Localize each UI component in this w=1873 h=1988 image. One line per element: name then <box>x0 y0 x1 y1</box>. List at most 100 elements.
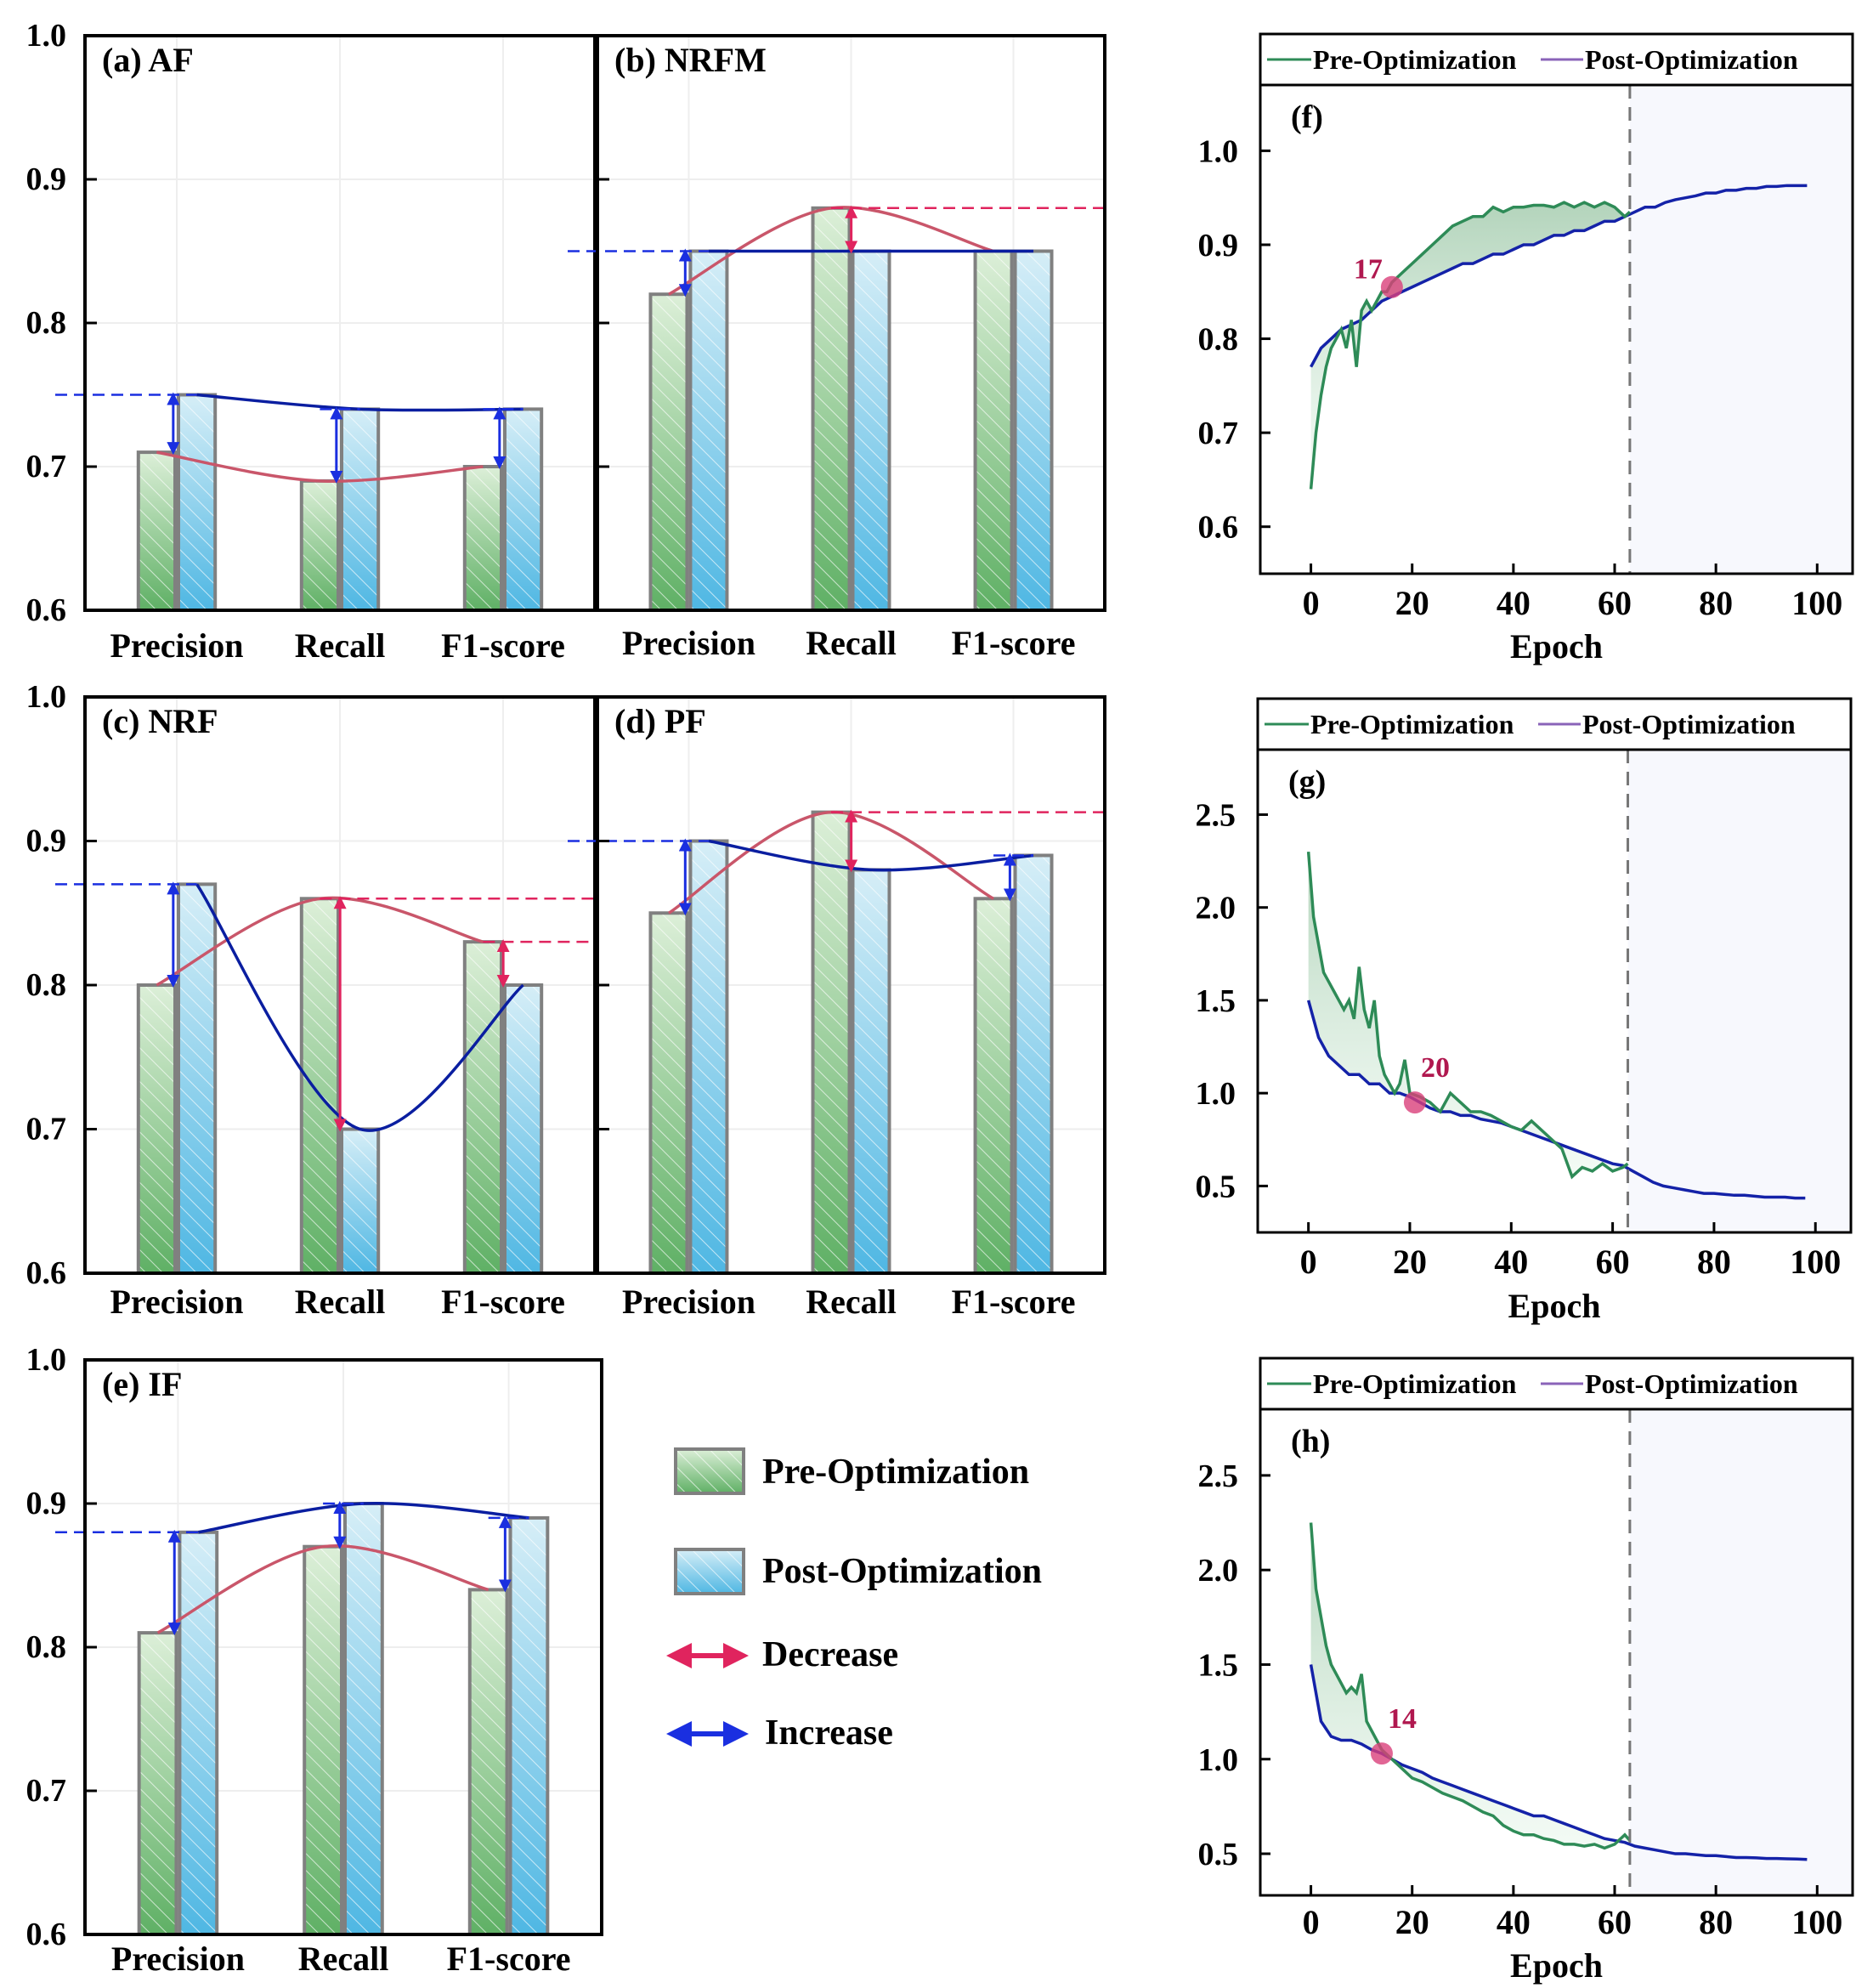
x-tick-label: 20 <box>1395 584 1429 622</box>
post-bar-hatch <box>692 252 726 609</box>
crossover-marker <box>1403 1091 1426 1114</box>
panel-title: (b) NRFM <box>614 41 767 79</box>
legend-pre-label: Pre-Optimization <box>1313 44 1517 75</box>
y-tick-label: 0.8 <box>26 1629 67 1665</box>
pre-bar-hatch <box>303 482 337 609</box>
y-tick-label: 1.0 <box>1198 1742 1239 1778</box>
post-bar-hatch <box>181 1533 216 1933</box>
category-label: Precision <box>622 624 755 662</box>
y-tick-label: 2.0 <box>1196 891 1236 926</box>
y-tick-label: 1.0 <box>1198 133 1239 169</box>
post-bar-hatch <box>854 871 888 1272</box>
x-axis-label: Epoch <box>1508 1287 1601 1325</box>
legend-post-label: Post-Optimization <box>1582 709 1796 739</box>
y-tick-label: 0.7 <box>1198 416 1239 451</box>
legend-decrease-label: Decrease <box>762 1635 898 1674</box>
legend-box <box>1259 1356 1854 1411</box>
y-tick-label: 0.7 <box>26 1112 67 1147</box>
y-tick-label: 2.0 <box>1198 1553 1239 1589</box>
y-tick-label: 0.8 <box>26 305 67 341</box>
pre-bar-hatch <box>652 296 686 609</box>
y-tick-label: 0.7 <box>26 449 67 484</box>
x-tick-label: 100 <box>1790 1243 1841 1281</box>
category-label: Recall <box>295 626 386 665</box>
difference-fill <box>1310 202 1630 490</box>
legend-pre-label: Pre-Optimization <box>762 1453 1029 1492</box>
y-tick-label: 0.9 <box>26 824 67 859</box>
pre-bar-hatch <box>976 252 1010 609</box>
category-label: Precision <box>111 1940 245 1978</box>
legend-post-hatch <box>677 1551 742 1592</box>
y-tick-label: 1.0 <box>26 18 67 54</box>
pre-bar-hatch <box>471 1591 506 1933</box>
x-axis-label: Epoch <box>1510 627 1603 665</box>
post-bar-hatch <box>343 411 377 609</box>
pre-bar-hatch <box>814 209 848 609</box>
x-tick-label: 60 <box>1598 1903 1632 1941</box>
post-bar-hatch <box>1016 252 1050 609</box>
x-tick-label: 40 <box>1497 584 1531 622</box>
pre-bar-hatch <box>814 813 848 1272</box>
legend-post-label: Post-Optimization <box>1585 44 1798 75</box>
panel-title: (g) <box>1288 764 1326 800</box>
bar-panel-d: Precision Recall F1-score (d) PF <box>568 695 1106 1321</box>
post-bar-hatch <box>180 396 214 609</box>
category-label: Recall <box>806 1283 897 1321</box>
x-tick-label: 80 <box>1699 584 1733 622</box>
category-label: F1-score <box>952 624 1076 662</box>
pre-optimization-line <box>1309 201 1632 490</box>
legend-post-label: Post-Optimization <box>762 1552 1042 1591</box>
post-bar-hatch <box>180 886 214 1272</box>
panel-title: (a) AF <box>102 41 194 79</box>
pre-bar-hatch <box>140 1634 175 1933</box>
post-bar-hatch <box>343 1130 377 1272</box>
y-tick-label: 1.5 <box>1198 1647 1239 1683</box>
pre-trend-curve <box>156 1544 489 1634</box>
difference-fill <box>1308 852 1628 1177</box>
y-tick-label: 0.8 <box>1198 322 1239 358</box>
post-region-shade <box>1629 85 1853 574</box>
x-tick-label: 0 <box>1300 1243 1317 1281</box>
x-tick-label: 80 <box>1697 1243 1731 1281</box>
crossover-marker <box>1380 275 1403 298</box>
pre-bar-hatch <box>652 915 686 1272</box>
x-tick-label: 100 <box>1791 584 1842 622</box>
y-tick-label: 0.6 <box>26 1917 67 1952</box>
y-tick-label: 0.9 <box>26 161 67 197</box>
category-label: F1-score <box>447 1940 571 1978</box>
pre-bar-hatch <box>466 943 500 1272</box>
x-tick-label: 60 <box>1596 1243 1630 1281</box>
pre-bar-hatch <box>466 468 500 609</box>
pre-bar-hatch <box>306 1548 340 1933</box>
y-tick-label: 1.5 <box>1196 983 1236 1019</box>
pre-bar-hatch <box>303 900 337 1272</box>
bar-panel-c: Precision Recall F1-score 0.6 0.7 0.8 0.9 1.0 (c… <box>26 679 597 1321</box>
category-label: F1-score <box>441 626 565 665</box>
panel-title: (h) <box>1291 1424 1330 1459</box>
y-tick-label: 2.5 <box>1198 1458 1239 1494</box>
legend-box <box>1256 697 1853 751</box>
legend-pre-label: Pre-Optimization <box>1310 709 1514 739</box>
y-tick-label: 0.5 <box>1196 1169 1236 1204</box>
bar-panel-b: Precision Recall F1-score (b) NRFM <box>568 34 1106 662</box>
crossover-marker <box>1370 1742 1393 1765</box>
x-tick-label: 0 <box>1303 1903 1320 1941</box>
y-tick-label: 0.5 <box>1198 1837 1239 1872</box>
category-label: Recall <box>806 624 897 662</box>
category-label: F1-score <box>441 1283 565 1321</box>
panel-title: (c) NRF <box>102 702 218 740</box>
post-bar-hatch <box>506 987 540 1272</box>
crossover-label: 14 <box>1388 1703 1417 1735</box>
y-tick-label: 0.6 <box>1198 510 1239 546</box>
legend-pre-hatch <box>677 1451 742 1492</box>
x-tick-label: 60 <box>1598 584 1632 622</box>
line-panel-f: 17 Pre-Optimization Post-Optimization 0 20 40… <box>1198 32 1854 665</box>
bar-panel-a: Precision Recall F1-score 0.6 0.7 0.8 0.9 1.0 (a… <box>26 18 597 665</box>
y-tick-label: 0.9 <box>26 1486 67 1521</box>
x-tick-label: 80 <box>1699 1903 1733 1941</box>
post-bar-hatch <box>512 1519 546 1933</box>
x-tick-label: 40 <box>1494 1243 1528 1281</box>
pre-trend-curve <box>156 450 484 483</box>
crossover-label: 17 <box>1354 254 1383 286</box>
